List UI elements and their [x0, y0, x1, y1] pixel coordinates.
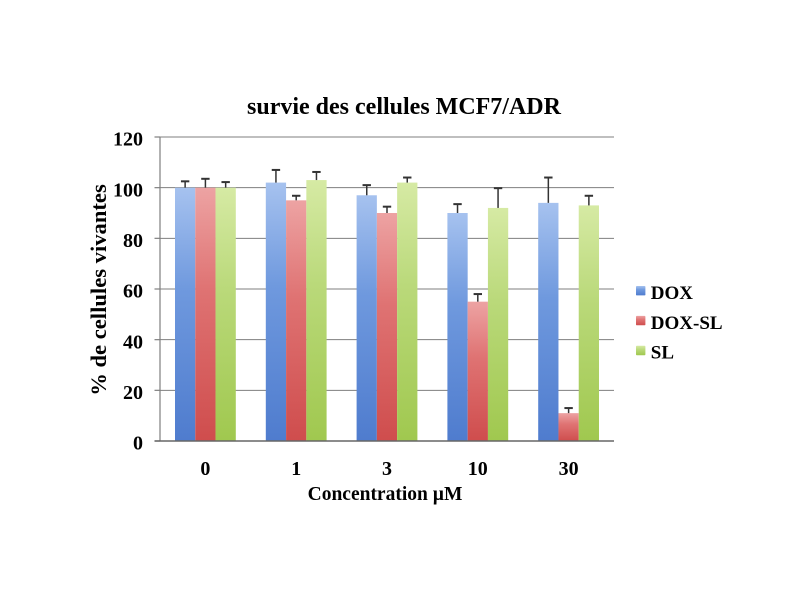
svg-text:survie des cellules MCF7/ADR: survie des cellules MCF7/ADR — [247, 94, 562, 120]
svg-text:0: 0 — [200, 458, 210, 480]
svg-text:60: 60 — [123, 281, 143, 303]
svg-text:10: 10 — [468, 458, 488, 480]
svg-text:Concentration µM: Concentration µM — [308, 484, 463, 505]
svg-text:40: 40 — [123, 331, 143, 353]
svg-text:0: 0 — [133, 433, 143, 455]
svg-text:100: 100 — [113, 179, 143, 201]
svg-text:DOX-SL: DOX-SL — [651, 313, 723, 334]
svg-text:DOX: DOX — [651, 283, 694, 304]
svg-text:80: 80 — [123, 230, 143, 252]
svg-text:3: 3 — [382, 458, 392, 480]
svg-text:120: 120 — [113, 129, 143, 151]
svg-text:20: 20 — [123, 382, 143, 404]
svg-text:30: 30 — [559, 458, 579, 480]
svg-text:1: 1 — [291, 458, 301, 480]
svg-text:% de cellules vivantes: % de cellules vivantes — [86, 184, 111, 396]
svg-text:SL: SL — [651, 343, 674, 364]
